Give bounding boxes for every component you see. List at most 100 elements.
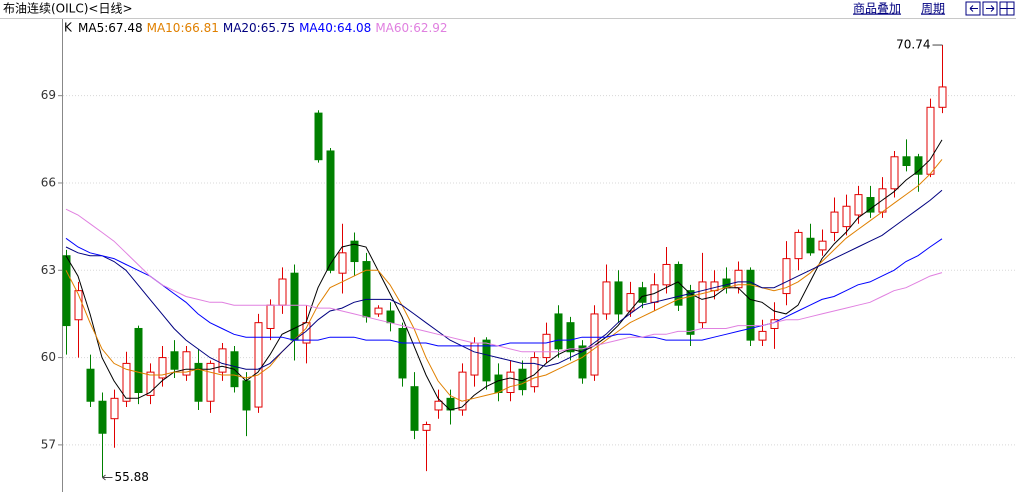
candle-body bbox=[278, 278, 287, 306]
candle-body bbox=[98, 400, 107, 434]
candle-body bbox=[266, 304, 275, 329]
candle-body bbox=[62, 255, 71, 327]
candle-body bbox=[218, 348, 227, 373]
candle-body bbox=[758, 330, 767, 341]
legend-name: MA40: bbox=[299, 21, 337, 35]
ma-line bbox=[65, 159, 943, 402]
candle-body bbox=[854, 194, 863, 216]
candle-body bbox=[458, 371, 467, 411]
candle-body bbox=[350, 240, 359, 263]
candle-body bbox=[566, 322, 575, 353]
legend-value: 65.75 bbox=[261, 21, 295, 35]
y-tick-label: 63 bbox=[41, 263, 56, 277]
y-tick-label: 69 bbox=[41, 88, 56, 102]
candle-body bbox=[698, 281, 707, 324]
candle-body bbox=[434, 400, 443, 411]
nav-buttons bbox=[965, 1, 1015, 16]
candle-body bbox=[554, 313, 563, 350]
legend-value: 66.81 bbox=[184, 21, 218, 35]
candle-body bbox=[662, 263, 671, 286]
candle-body bbox=[314, 112, 323, 161]
candle-body bbox=[506, 371, 515, 394]
legend-value: 62.92 bbox=[413, 21, 447, 35]
candle-body bbox=[338, 252, 347, 274]
candle-body bbox=[938, 86, 947, 108]
candle-body bbox=[326, 150, 335, 271]
candle-body bbox=[638, 287, 647, 303]
candle-body bbox=[194, 362, 203, 402]
candle-body bbox=[146, 371, 155, 396]
candle-body bbox=[410, 386, 419, 431]
ma-line bbox=[65, 208, 943, 353]
candle-body bbox=[374, 307, 383, 315]
candle-body bbox=[578, 345, 587, 379]
candle-body bbox=[206, 362, 215, 402]
candle-body bbox=[470, 342, 479, 376]
candle-body bbox=[86, 368, 95, 402]
candle-body bbox=[74, 290, 83, 321]
legend-entry: MA5:67.48 bbox=[78, 21, 143, 35]
candle-body bbox=[686, 290, 695, 335]
candle-body bbox=[158, 357, 167, 379]
candle-body bbox=[830, 211, 839, 233]
legend-name: MA5: bbox=[78, 21, 108, 35]
candle-body bbox=[722, 278, 731, 289]
candle-body bbox=[254, 322, 263, 408]
legend-entry: MA60:62.92 bbox=[375, 21, 447, 35]
chart-title: 布油连续(OILC)<日线> bbox=[3, 1, 133, 16]
candle-body bbox=[794, 231, 803, 260]
candle-body bbox=[866, 197, 875, 213]
period-link[interactable]: 周期 bbox=[921, 2, 945, 16]
candle-body bbox=[182, 351, 191, 376]
overlay-link[interactable]: 商品叠加 bbox=[853, 1, 901, 16]
y-tick-label: 57 bbox=[41, 437, 56, 451]
candle-body bbox=[770, 319, 779, 329]
candle-body bbox=[890, 156, 899, 190]
candle-body bbox=[170, 351, 179, 370]
ma-line bbox=[65, 139, 943, 411]
candle-body bbox=[530, 357, 539, 388]
candle-body bbox=[746, 269, 755, 341]
candle-body bbox=[122, 362, 131, 402]
candle-body bbox=[110, 397, 119, 420]
candle-body bbox=[290, 272, 299, 341]
min-leader bbox=[102, 474, 113, 481]
legend-value: 64.08 bbox=[337, 21, 371, 35]
candle-body bbox=[710, 281, 719, 292]
y-tick-label: 60 bbox=[41, 350, 56, 364]
prev-icon bbox=[969, 5, 978, 12]
legend-name: MA20: bbox=[223, 21, 261, 35]
max-label: 70.74 bbox=[896, 38, 930, 52]
candle-body bbox=[902, 156, 911, 167]
candle-body bbox=[674, 263, 683, 306]
legend-entry: MA10:66.81 bbox=[147, 21, 219, 35]
next-icon bbox=[986, 5, 995, 12]
candle-body bbox=[542, 333, 551, 359]
candle-body bbox=[422, 424, 431, 431]
k-label: K bbox=[64, 21, 73, 35]
candle-body bbox=[242, 380, 251, 411]
candle-body bbox=[494, 374, 503, 394]
candle-body bbox=[614, 281, 623, 315]
candle-body bbox=[626, 293, 635, 312]
candle-body bbox=[818, 240, 827, 251]
min-label: 55.88 bbox=[115, 470, 149, 484]
ma-line bbox=[65, 237, 943, 347]
legend-name: MA60: bbox=[375, 21, 413, 35]
candle-body bbox=[914, 156, 923, 175]
candle-body bbox=[602, 281, 611, 315]
layout-icon bbox=[1000, 2, 1014, 15]
ma-line bbox=[65, 189, 943, 370]
legend-value: 67.48 bbox=[108, 21, 142, 35]
y-tick-label: 66 bbox=[41, 175, 56, 189]
legend-name: MA10: bbox=[147, 21, 185, 35]
legend-entry: MA40:64.08 bbox=[299, 21, 371, 35]
candle-body bbox=[842, 205, 851, 228]
candle-body bbox=[782, 258, 791, 295]
legend-entry: MA20:65.75 bbox=[223, 21, 295, 35]
candle-body bbox=[926, 106, 935, 175]
candle-body bbox=[806, 237, 815, 254]
header-bar bbox=[0, 0, 1016, 18]
